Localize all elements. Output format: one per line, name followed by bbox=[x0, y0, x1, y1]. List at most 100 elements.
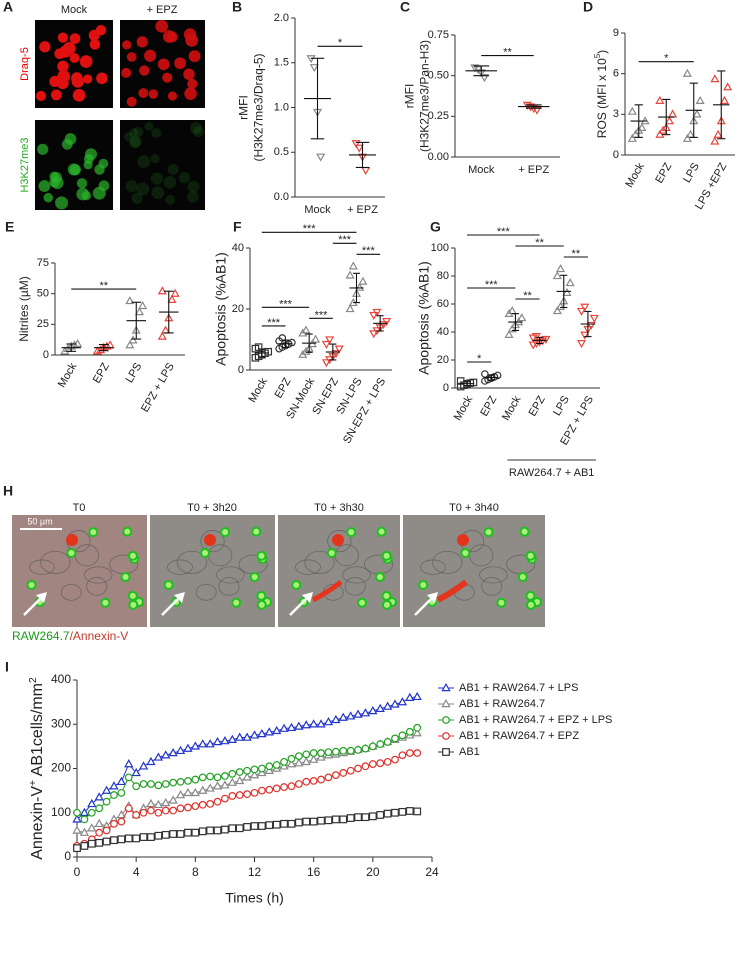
data-point bbox=[294, 758, 304, 767]
data-point bbox=[176, 777, 185, 786]
data-point bbox=[383, 757, 392, 766]
data-point bbox=[302, 817, 311, 826]
cell bbox=[162, 30, 176, 43]
data-point bbox=[376, 759, 385, 768]
data-point bbox=[682, 68, 692, 77]
cell bbox=[69, 164, 81, 176]
cell bbox=[76, 187, 90, 201]
y-tick-label: 0.00 bbox=[428, 151, 449, 163]
macrophage bbox=[86, 577, 108, 596]
data-point bbox=[228, 792, 237, 800]
data-point bbox=[168, 795, 178, 804]
data-point bbox=[168, 747, 178, 757]
data-point bbox=[116, 776, 127, 786]
macrophage bbox=[167, 559, 193, 575]
data-point bbox=[287, 782, 296, 791]
ab1-cell bbox=[460, 547, 471, 558]
data-point bbox=[176, 804, 185, 813]
data-point bbox=[280, 819, 288, 828]
significance-label: *** bbox=[303, 223, 317, 235]
data-point bbox=[317, 816, 325, 825]
data-point bbox=[589, 314, 599, 323]
cell bbox=[178, 171, 191, 184]
x-tick-label: Mock bbox=[500, 394, 524, 423]
y-tick-label: 0.5 bbox=[274, 146, 289, 158]
data-point bbox=[235, 791, 244, 799]
cell bbox=[129, 135, 142, 148]
data-point bbox=[249, 770, 260, 779]
ab1-cell bbox=[26, 579, 37, 590]
data-point bbox=[242, 732, 252, 741]
data-point bbox=[481, 370, 489, 378]
arrow-head bbox=[36, 592, 47, 603]
data-point bbox=[154, 831, 163, 840]
data-point bbox=[309, 754, 319, 763]
data-point bbox=[243, 766, 252, 775]
arrow bbox=[23, 596, 43, 616]
data-point bbox=[655, 129, 665, 138]
cell bbox=[174, 57, 186, 70]
significance-label: *** bbox=[315, 309, 329, 321]
ab1-cell bbox=[88, 527, 99, 538]
data-point bbox=[184, 803, 192, 812]
frame-label: T0 + 3h30 bbox=[314, 502, 364, 514]
arrow-head bbox=[302, 592, 313, 603]
arrow-head bbox=[174, 592, 185, 603]
x-tick-label: Mock bbox=[452, 394, 476, 423]
x-tick-label: 20 bbox=[366, 865, 380, 879]
cell bbox=[150, 172, 163, 185]
data-point bbox=[309, 64, 319, 73]
y-tick-label: 75 bbox=[37, 257, 49, 269]
data-point bbox=[117, 835, 126, 844]
y-tick-label: 50 bbox=[37, 288, 49, 300]
row-label: H3K27me3 bbox=[19, 137, 31, 192]
data-point bbox=[206, 826, 215, 835]
ab1-cell bbox=[291, 579, 302, 590]
data-point bbox=[710, 136, 720, 145]
data-point bbox=[161, 780, 170, 788]
x-tick-label: 24 bbox=[425, 865, 439, 879]
y-axis-title-part: AB1cells/mm bbox=[29, 683, 46, 780]
data-point bbox=[125, 296, 135, 305]
cell bbox=[71, 75, 85, 88]
panel-letter: D bbox=[583, 0, 593, 15]
data-point bbox=[206, 772, 215, 781]
data-point bbox=[640, 116, 650, 125]
y-tick-label: 0 bbox=[43, 349, 49, 361]
cell bbox=[76, 178, 88, 189]
cell bbox=[133, 127, 144, 138]
data-point bbox=[272, 761, 281, 769]
panel-letter: G bbox=[430, 219, 441, 235]
data-point bbox=[184, 828, 192, 837]
data-point bbox=[390, 699, 400, 708]
data-point bbox=[212, 781, 223, 790]
data-point bbox=[212, 736, 223, 746]
data-point bbox=[413, 723, 422, 732]
data-point bbox=[334, 345, 344, 354]
arrow-head bbox=[427, 592, 438, 603]
y-tick-label: 0 bbox=[238, 364, 244, 376]
macrophage bbox=[176, 550, 208, 574]
data-point bbox=[79, 827, 90, 836]
significance-label: ** bbox=[572, 248, 581, 260]
data-point bbox=[368, 812, 377, 821]
group-label: RAW264.7 + AB1 bbox=[509, 467, 595, 479]
cell bbox=[51, 172, 62, 183]
cell bbox=[138, 88, 149, 99]
data-point bbox=[321, 359, 331, 368]
x-tick-label: Mock bbox=[468, 164, 495, 176]
ab1-cell bbox=[122, 526, 133, 537]
data-point bbox=[382, 701, 393, 710]
y-axis-title: rMFI bbox=[237, 95, 251, 120]
cell bbox=[54, 48, 66, 60]
data-point bbox=[221, 825, 229, 834]
cell bbox=[79, 55, 93, 68]
significance-label: *** bbox=[279, 298, 293, 310]
data-point bbox=[235, 732, 245, 741]
data-point bbox=[398, 751, 407, 760]
data-point bbox=[157, 331, 167, 340]
data-point bbox=[627, 106, 637, 115]
data-point bbox=[655, 95, 665, 104]
y-tick-label: 1.0 bbox=[274, 101, 289, 113]
data-point bbox=[286, 722, 297, 732]
